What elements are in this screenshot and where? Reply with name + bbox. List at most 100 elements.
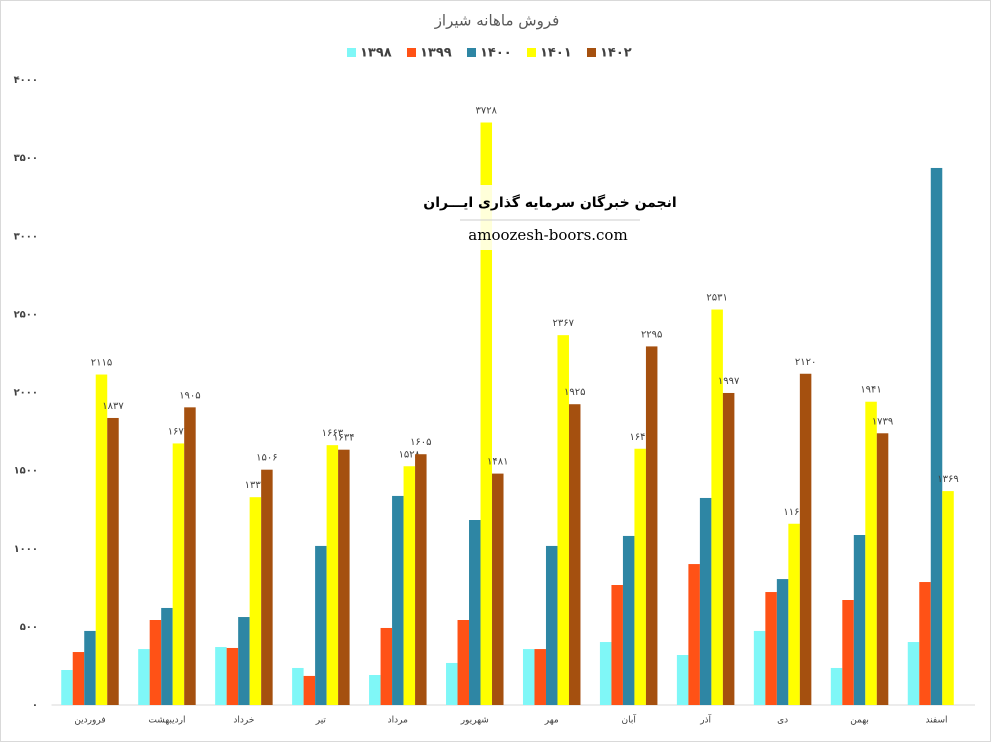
value-label: ۲۳۶۷ [552,318,574,329]
bar [522,649,535,705]
value-label: ۱۵۲۸ [399,449,421,460]
bar [645,346,658,705]
watermark-url: amoozesh-boors.com [468,226,627,244]
y-tick-label: ۵۰۰ [20,622,38,633]
watermark: انجمن خبرگان سرمایه گذاری ایـــران amooz… [423,185,677,250]
legend-swatch [467,48,476,57]
y-tick-label: ۱۰۰۰ [14,544,38,555]
value-label: ۱۱۶۰ [783,507,804,518]
bar [919,582,931,705]
legend-label: ۱۴۰۱ [540,46,572,61]
value-label: ۳۷۲۸ [476,106,498,117]
x-tick-label: شهریور [460,716,489,726]
bar [469,520,481,705]
bar [599,642,612,705]
bar [676,655,689,705]
legend-label: ۱۴۰۰ [480,46,512,61]
bar [95,374,108,705]
y-tick-label: ۴۰۰۰ [14,75,38,86]
bar [776,579,789,705]
bar [457,620,470,705]
bar [545,545,558,705]
bar [415,454,427,705]
bar [292,667,304,705]
bar [942,491,954,705]
bar [261,469,273,705]
x-tick-label: آبان [622,714,637,726]
value-label: ۱۶۰۵ [410,437,431,448]
bar [403,466,416,705]
bar [72,652,85,705]
bar [830,667,843,705]
bar [303,675,316,705]
bar [392,495,404,705]
bar [369,675,381,705]
x-tick-label: آذر [699,714,711,726]
bar [788,523,800,705]
x-tick-label: خرداد [233,716,254,726]
value-label: ۱۹۹۷ [718,376,740,387]
value-label: ۱۵۰۶ [256,453,277,464]
y-tick-label: ۳۵۰۰ [14,153,38,164]
y-tick-label: ۳۰۰۰ [14,231,38,242]
bar [149,620,162,705]
value-label: ۲۱۱۵ [91,358,112,369]
x-tick-label: مهر [544,716,559,726]
bar [61,670,73,705]
bar [338,449,350,705]
bar [380,627,393,705]
y-tick-label: ۰ [32,700,38,711]
legend-swatch [527,48,536,57]
bar [711,309,723,705]
bar [622,535,635,705]
legend-swatch [407,48,416,57]
bar [480,122,493,705]
bar [634,448,646,705]
bar [699,497,712,705]
legend-label: ۱۳۹۸ [360,46,392,61]
value-label: ۱۹۲۵ [564,387,585,398]
bar [238,617,250,705]
bar [492,473,504,705]
bar [842,600,854,705]
value-label: ۲۲۹۵ [641,329,662,340]
value-label: ۱۶۳۴ [333,433,354,444]
bar [107,417,119,705]
legend-swatch [587,48,596,57]
bar [876,433,889,705]
value-label: ۱۸۳۷ [102,401,124,412]
bar [184,407,196,705]
bar [853,535,866,705]
value-label: ۱۳۶۹ [937,474,958,485]
plot: ۰ ۵۰۰ ۱۰۰۰ ۱۵۰۰ ۲۰۰۰ ۲۵۰۰ ۳۰۰۰ ۳۵۰۰ ۴۰۰۰ فروردین ۲… [14,75,975,726]
value-label: ۱۶۷۴ [168,426,189,437]
y-tick-label: ۱۵۰۰ [14,466,38,477]
y-tick-label: ۲۰۰۰ [14,388,38,399]
bar [688,564,700,705]
chart-title: فروش ماهانه شیراز [434,12,560,30]
bar [315,545,327,705]
value-label: ۲۱۲۰ [795,357,816,368]
legend-label: ۱۳۹۹ [420,46,452,61]
bar [865,401,877,705]
x-tick-label: فروردین [74,716,105,726]
value-label: ۱۹۰۵ [179,390,200,401]
bar [215,647,227,705]
y-tick-label: ۲۵۰۰ [14,309,38,320]
bar [446,662,458,705]
bar [249,497,262,705]
bar [765,592,777,705]
value-label: ۱۳۳۰ [245,480,266,491]
watermark-box [440,185,660,250]
x-tick-label: تیر [315,716,327,726]
bar [799,373,812,705]
x-tick-label: بهمن [850,716,869,726]
bar [930,167,943,705]
x-tick-label: دی [777,716,788,726]
bar [722,392,735,705]
bar [557,335,569,705]
bar [161,607,173,705]
bar [568,404,581,705]
bar [534,649,546,705]
